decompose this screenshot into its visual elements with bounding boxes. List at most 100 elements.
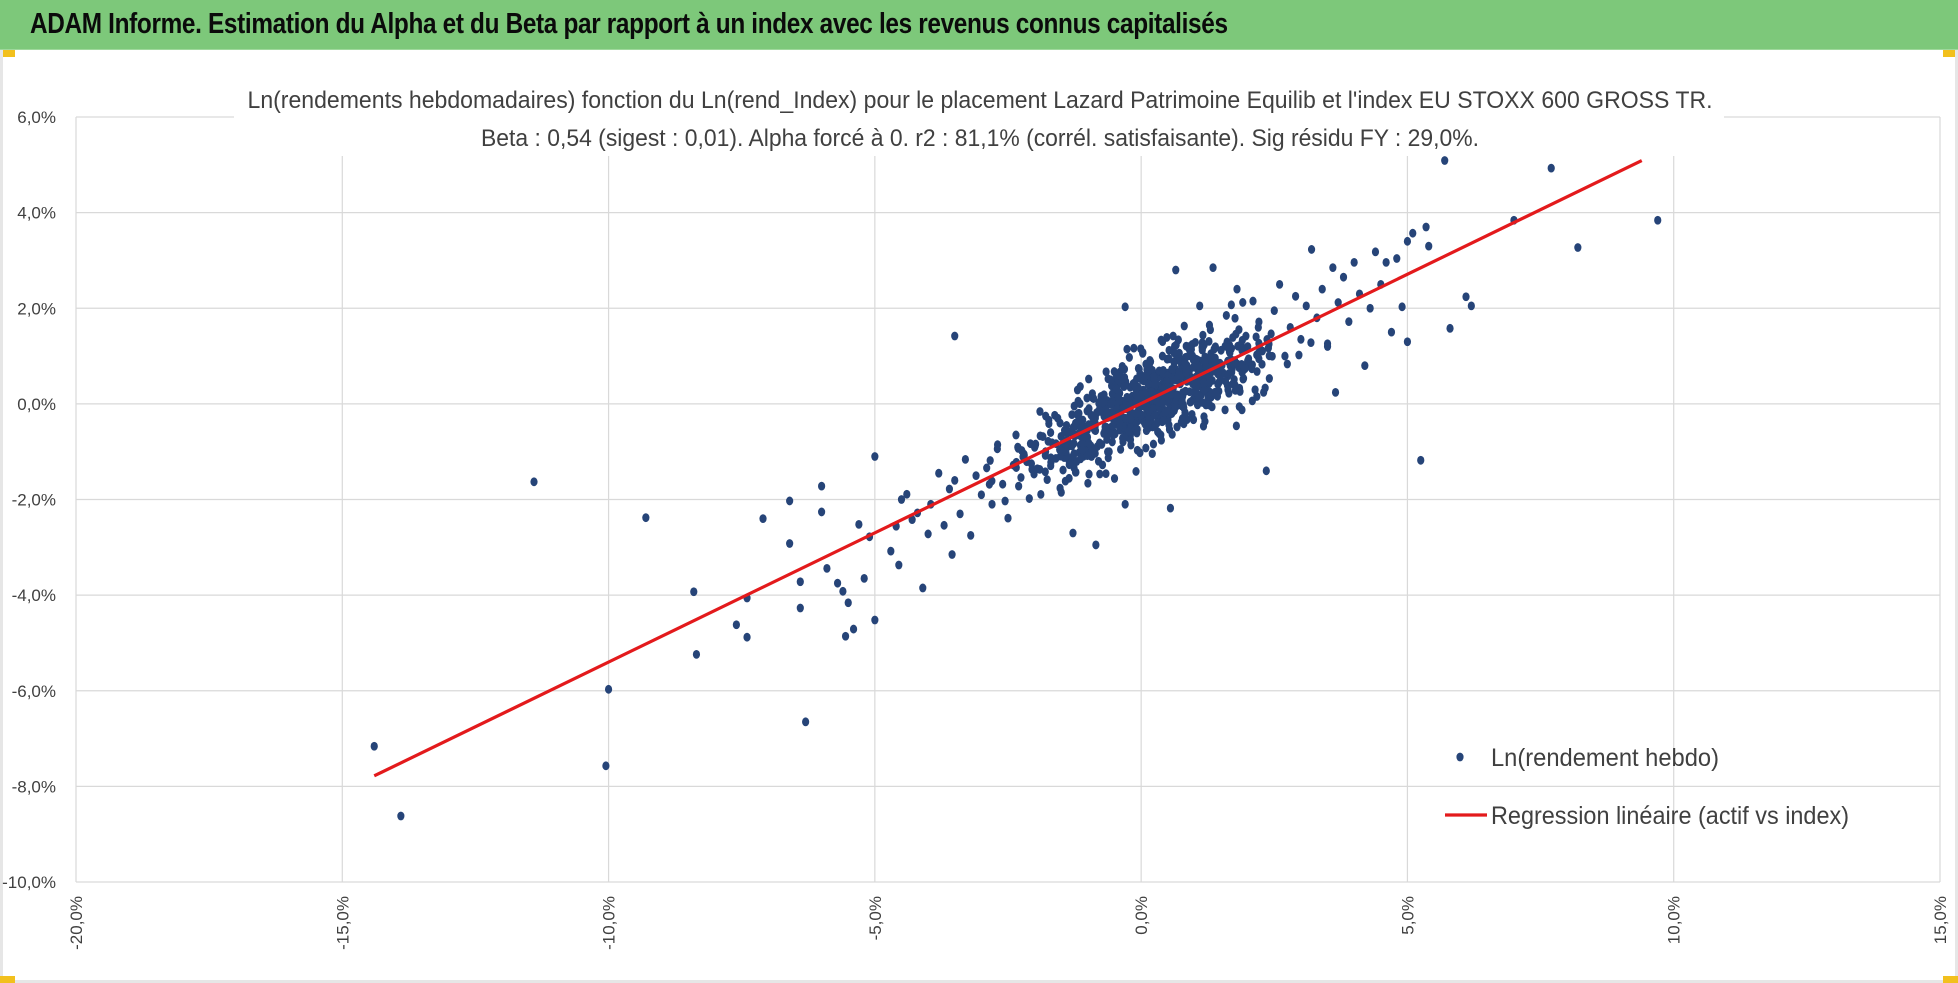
scatter-point	[1096, 438, 1104, 448]
scatter-point	[1199, 330, 1207, 340]
scatter-point	[1255, 348, 1263, 358]
scatter-point	[1281, 351, 1289, 361]
scatter-point	[972, 471, 980, 480]
scatter-point	[1155, 429, 1164, 439]
scatter-point	[1041, 451, 1049, 460]
scatter-point	[1238, 335, 1246, 345]
scatter-point	[1120, 382, 1128, 392]
scatter-point	[841, 631, 850, 641]
scatter-point	[1141, 371, 1150, 381]
scatter-point	[1163, 333, 1171, 342]
scatter-point	[397, 811, 405, 821]
scatter-point	[1239, 374, 1248, 383]
scatter-point	[743, 632, 751, 642]
scatter-point	[1071, 467, 1080, 477]
scatter-point	[1265, 374, 1273, 383]
legend-label-regression: Regression linéaire (actif vs index)	[1491, 802, 1849, 830]
scatter-point	[1283, 359, 1291, 369]
scatter-point	[1139, 348, 1147, 357]
scatter-point	[961, 454, 969, 464]
chart-frame	[0, 50, 1958, 983]
scatter-point	[1254, 322, 1262, 332]
chart-subtitle: Beta : 0,54 (sigest : 0,01). Alpha forcé…	[481, 125, 1479, 152]
corner-accent-left	[0, 50, 15, 57]
scatter-point	[1089, 413, 1097, 423]
scatter-point	[1025, 494, 1033, 503]
x-tick-label: -20,0%	[67, 896, 86, 950]
scatter-point	[1096, 469, 1104, 479]
scatter-point	[1417, 455, 1425, 465]
scatter-point	[1069, 528, 1077, 538]
scatter-point	[1150, 410, 1159, 420]
scatter-point	[1071, 418, 1080, 428]
scatter-point	[1199, 421, 1208, 431]
scatter-series	[370, 156, 1662, 821]
scatter-point	[1117, 444, 1125, 454]
scatter-point	[1654, 215, 1662, 225]
chart-title-box	[234, 84, 1724, 156]
scatter-point	[1182, 364, 1190, 374]
scatter-point	[1174, 335, 1182, 345]
scatter-point	[1129, 379, 1137, 389]
scatter-point	[1302, 301, 1310, 311]
scatter-point	[1145, 407, 1154, 416]
scatter-point	[993, 444, 1001, 454]
scatter-point	[1121, 302, 1129, 312]
scatter-point	[1166, 503, 1175, 513]
legend-marker-scatter	[1456, 752, 1464, 762]
y-tick-label: -4,0%	[12, 586, 56, 605]
scatter-point	[1065, 460, 1073, 470]
scatter-point	[1228, 367, 1236, 377]
scatter-point	[855, 519, 863, 529]
y-tick-label: -8,0%	[12, 777, 56, 796]
scatter-point	[871, 615, 879, 625]
scatter-point	[844, 598, 852, 608]
scatter-point	[1001, 496, 1009, 506]
scatter-point	[1393, 254, 1401, 263]
x-axis-ticks: -20,0% -15,0% -10,0% -5,0% 0,0% 5,0% 10,0% 15,0…	[67, 896, 1950, 950]
scatter-point	[1295, 350, 1303, 360]
y-axis-ticks: 6,0% 4,0% 2,0% 0,0% -2,0% -4,0% -6,0% -8,0% -10,…	[2, 108, 56, 892]
scatter-point	[1052, 453, 1060, 463]
scatter-point	[1235, 402, 1243, 412]
scatter-point	[1185, 342, 1193, 351]
page-title: ADAM Informe. Estimation du Alpha et du …	[30, 8, 1228, 40]
scatter-point	[1409, 228, 1417, 238]
scatter-point	[1091, 444, 1099, 454]
scatter-point	[1065, 473, 1073, 483]
scatter-point	[1073, 409, 1081, 419]
scatter-point	[1158, 351, 1167, 361]
scatter-point	[1161, 408, 1169, 418]
scatter-point	[1102, 367, 1110, 377]
scatter-point	[1126, 435, 1135, 445]
scatter-point	[1107, 399, 1115, 409]
scatter-point	[1190, 362, 1198, 372]
scatter-point	[1102, 469, 1110, 479]
scatter-point	[1189, 415, 1198, 425]
scatter-point	[1387, 327, 1396, 337]
scatter-point	[1148, 387, 1156, 397]
scatter-point	[1094, 456, 1103, 466]
scatter-point	[1057, 487, 1065, 497]
scatter-point	[1206, 325, 1214, 335]
scatter-point	[1114, 392, 1122, 402]
scatter-point	[1059, 465, 1067, 475]
scatter-point	[642, 513, 650, 523]
scatter-point	[1329, 263, 1337, 273]
scatter-point	[967, 530, 975, 540]
scatter-point	[1403, 236, 1412, 246]
x-tick-label: 15,0%	[1931, 896, 1950, 944]
scatter-point	[1100, 429, 1108, 438]
scatter-point	[1085, 438, 1093, 448]
y-tick-label: 4,0%	[17, 204, 56, 223]
y-tick-label: 6,0%	[17, 108, 56, 127]
scatter-point	[1113, 385, 1121, 394]
scatter-point	[1232, 421, 1240, 431]
scatter-point	[692, 650, 701, 659]
scatter-point	[823, 563, 831, 573]
scatter-point	[732, 620, 740, 630]
scatter-point	[1270, 306, 1278, 316]
y-tick-label: -6,0%	[12, 682, 56, 701]
scatter-point	[988, 499, 996, 509]
scatter-point	[1398, 302, 1406, 312]
